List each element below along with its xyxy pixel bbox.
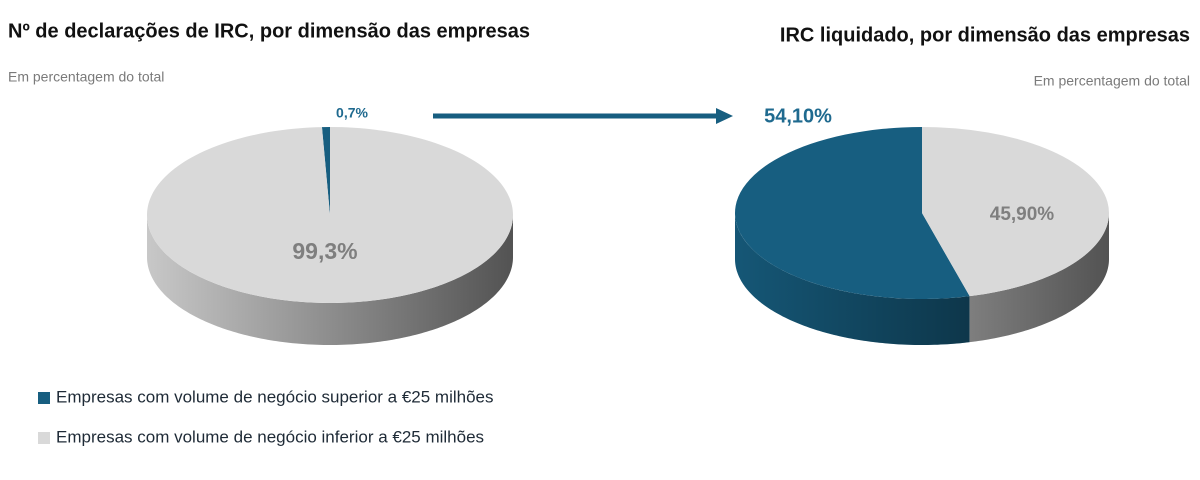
chart-title: IRC liquidado, por dimensão das empresas <box>780 24 1190 46</box>
chart-title: Nº de declarações de IRC, por dimensão d… <box>8 20 530 42</box>
slice <box>321 127 330 215</box>
slice-side-shade <box>735 213 970 345</box>
legend-swatch <box>38 432 50 444</box>
data-label: 0,7% <box>336 105 368 121</box>
legend-label: Empresas com volume de negócio superior … <box>56 387 494 406</box>
slice <box>922 127 1110 297</box>
slice-side-shade <box>969 213 1109 343</box>
data-label: 99,3% <box>292 238 357 264</box>
legend: Empresas com volume de negócio superior … <box>38 387 494 446</box>
slice-side-shade <box>147 215 513 345</box>
chart-subtitle: Em percentagem do total <box>1034 73 1190 89</box>
data-label: 45,90% <box>990 204 1055 225</box>
data-label: 54,10% <box>764 105 832 127</box>
slice <box>735 127 970 299</box>
chart-subtitle: Em percentagem do total <box>8 69 164 85</box>
arrow-head <box>716 108 733 124</box>
legend-swatch <box>38 392 50 404</box>
slice <box>146 127 513 304</box>
legend-label: Empresas com volume de negócio inferior … <box>56 427 484 446</box>
